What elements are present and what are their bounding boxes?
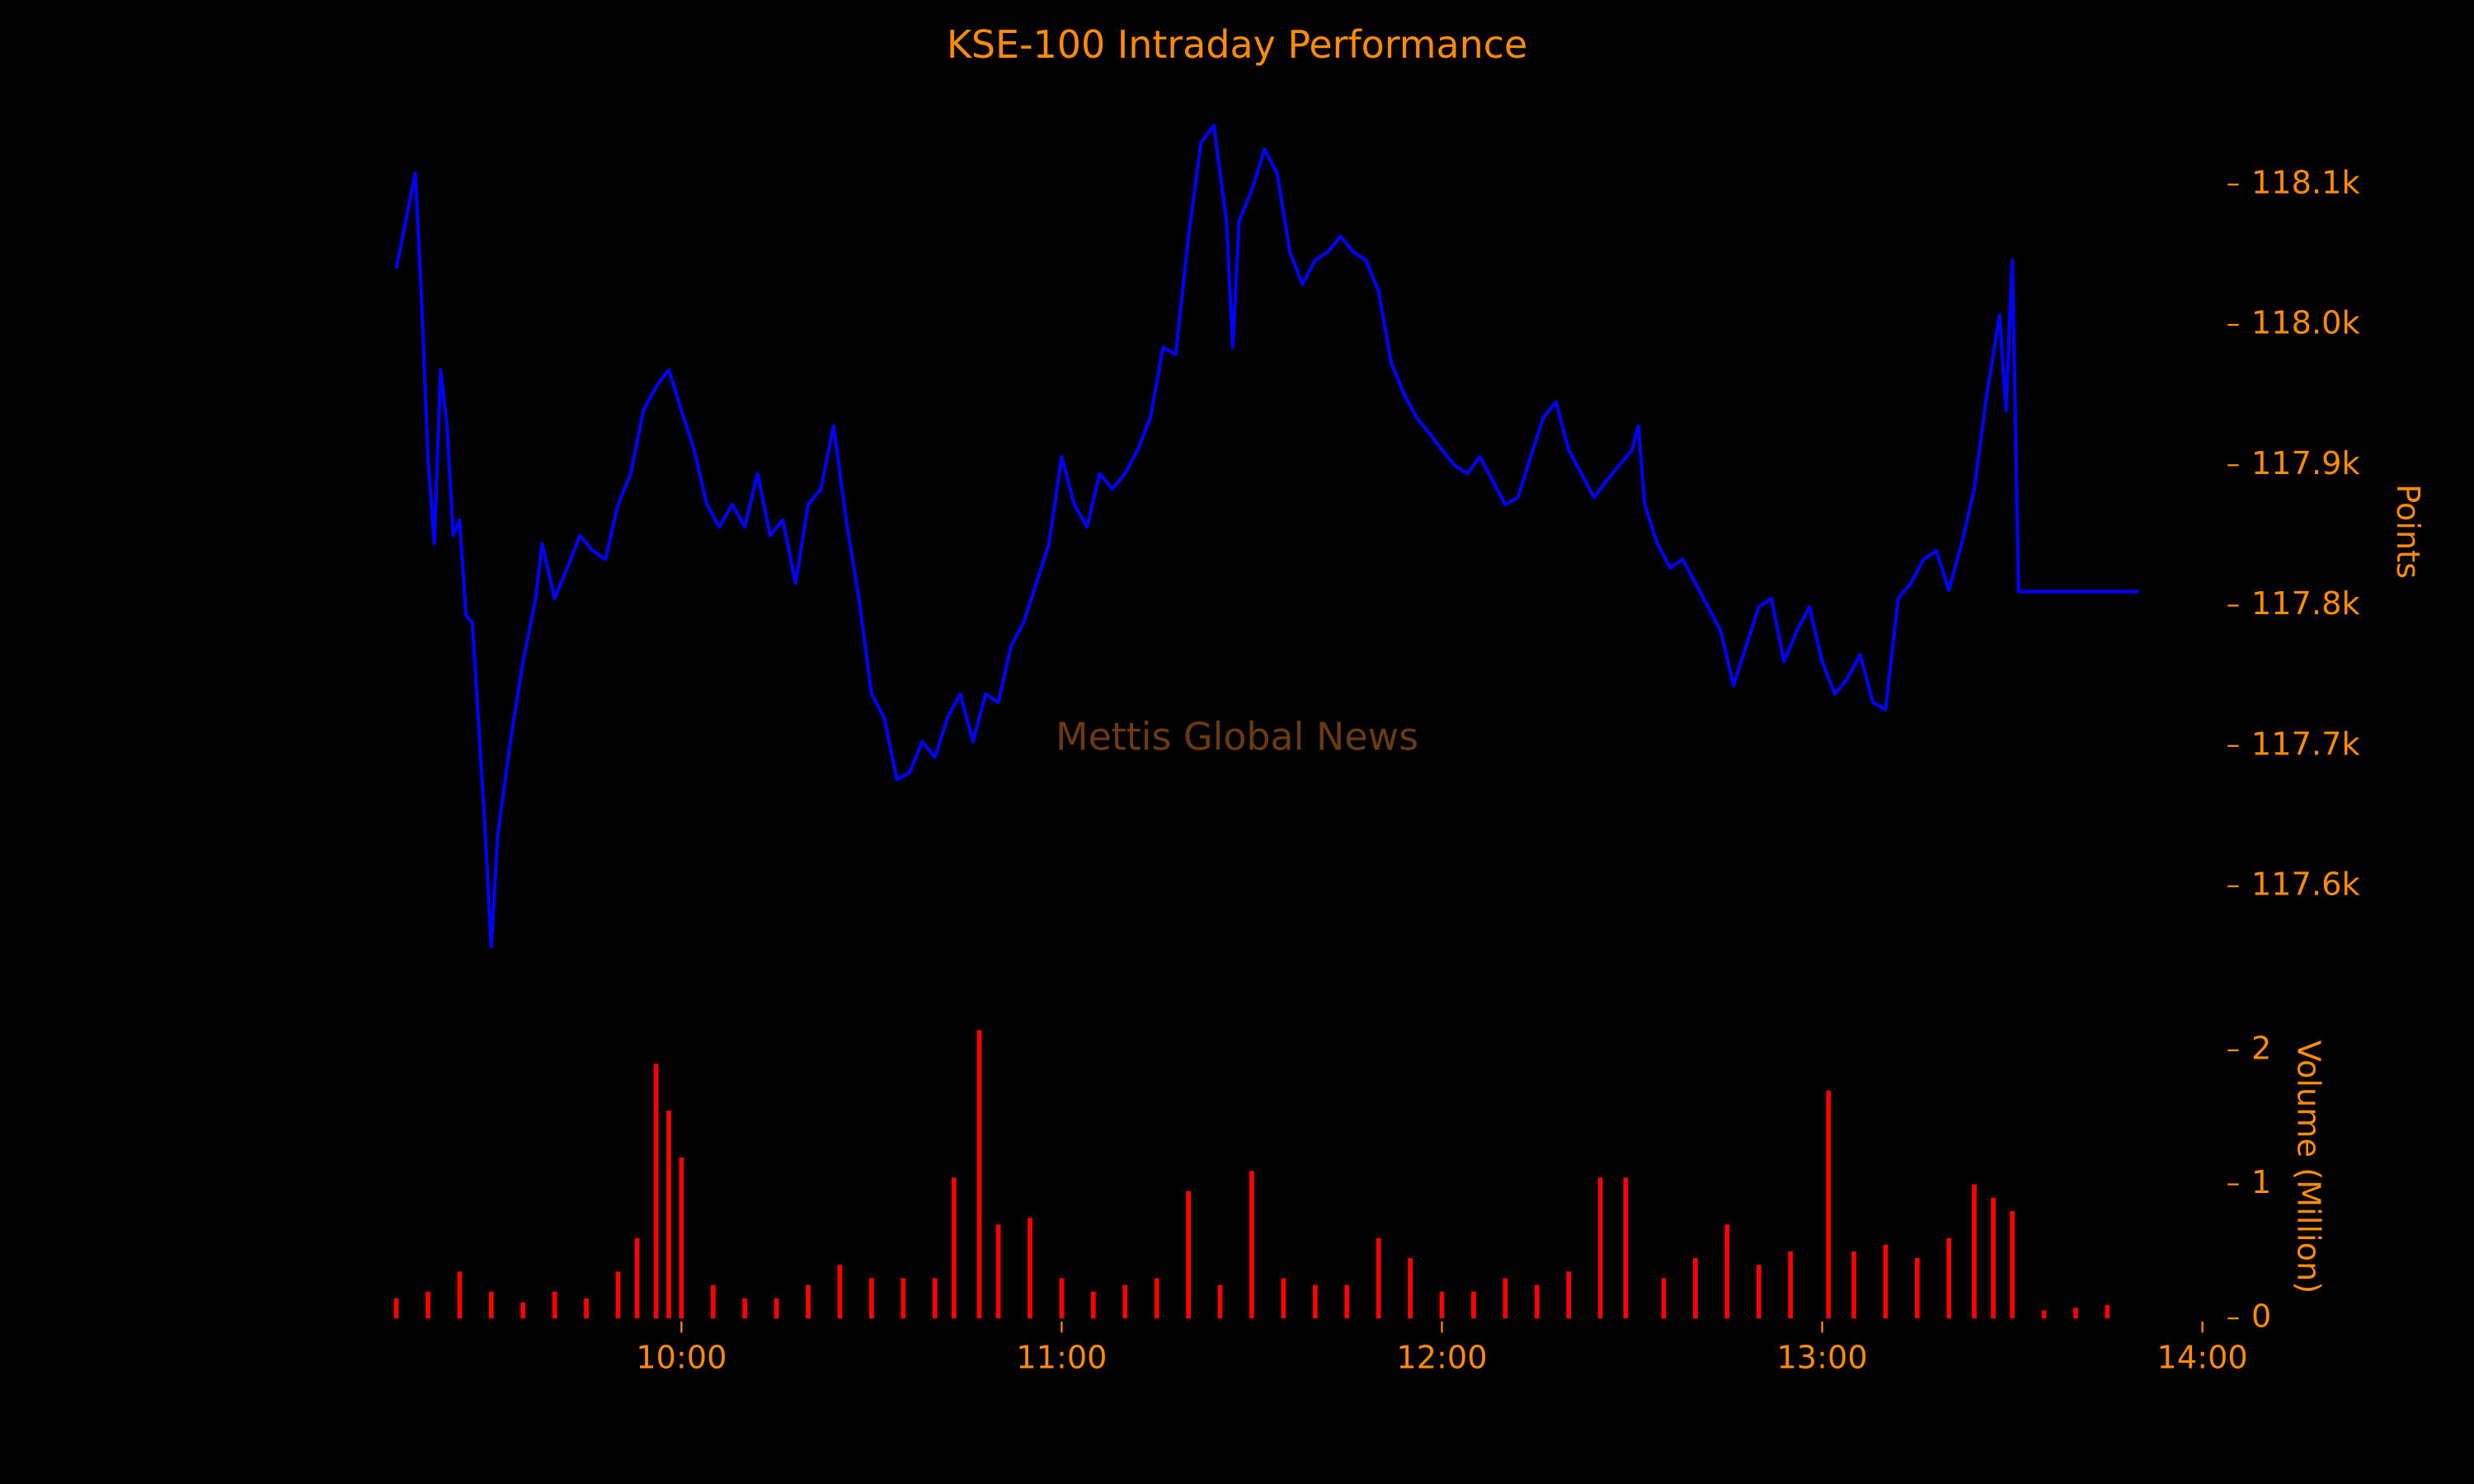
volume-bar [1724, 1224, 1730, 1319]
x-tick-label: 10:00 [636, 1339, 727, 1376]
volume-bar [1312, 1284, 1318, 1319]
volume-bar [393, 1298, 399, 1319]
volume-axis-label: Volume (Million) [2289, 1040, 2326, 1294]
volume-bar [901, 1278, 906, 1319]
volume-bar [679, 1158, 684, 1319]
y-tick-label: 118.1k [2251, 164, 2361, 201]
volume-bar [1217, 1284, 1223, 1319]
volume-bar [1249, 1171, 1254, 1319]
volume-bar [1756, 1265, 1761, 1319]
volume-bar [1661, 1278, 1667, 1319]
volume-bar [1597, 1177, 1603, 1319]
y-tick-label: 117.6k [2251, 866, 2361, 904]
y-tick-label: 1 [2251, 1164, 2271, 1201]
volume-bar [488, 1291, 494, 1319]
volume-bar [1376, 1237, 1381, 1319]
volume-bar [1281, 1278, 1286, 1319]
y-tick-label: 0 [2251, 1298, 2271, 1336]
chart-title: KSE-100 Intraday Performance [947, 22, 1527, 67]
volume-bar [1623, 1177, 1629, 1319]
volume-bar [426, 1291, 430, 1319]
volume-bar [774, 1298, 779, 1319]
volume-bar [1914, 1257, 1920, 1319]
volume-bar [1693, 1257, 1698, 1319]
y-tick-label: 2 [2251, 1030, 2271, 1067]
volume-bar [634, 1237, 640, 1319]
volume-bar [1154, 1278, 1159, 1319]
volume-bar [1946, 1237, 1952, 1319]
volume-bar [1883, 1244, 1888, 1319]
volume-bar [1972, 1184, 1977, 1319]
volume-bar [806, 1284, 811, 1319]
volume-bar [1090, 1291, 1096, 1319]
volume-bar [584, 1298, 589, 1319]
volume-bar [457, 1271, 463, 1319]
y-tick-label: 117.9k [2251, 445, 2361, 482]
volume-bar [552, 1291, 557, 1319]
volume-bar [1503, 1278, 1508, 1319]
x-tick-label: 14:00 [2157, 1339, 2248, 1376]
volume-bar [653, 1064, 659, 1319]
y-tick-label: 117.8k [2251, 585, 2361, 622]
x-tick-label: 13:00 [1776, 1339, 1867, 1376]
watermark: Mettis Global News [1056, 715, 1418, 759]
volume-bar [1566, 1271, 1572, 1319]
y-tick-label: 117.7k [2251, 726, 2361, 763]
volume-bar [1028, 1218, 1032, 1319]
volume-bar [932, 1278, 938, 1319]
volume-bar [666, 1111, 671, 1319]
volume-bar [2010, 1211, 2015, 1319]
volume-bar [1186, 1190, 1191, 1319]
volume-bar [995, 1224, 1001, 1319]
volume-bar [2073, 1308, 2078, 1319]
volume-bar [1534, 1284, 1540, 1319]
volume-bar [1344, 1284, 1350, 1319]
volume-bar [1991, 1197, 1996, 1319]
volume-bar [837, 1265, 843, 1319]
volume-bar [869, 1278, 874, 1319]
volume-bar [615, 1271, 621, 1319]
volume-bar [976, 1030, 982, 1319]
volume-bar [1122, 1284, 1128, 1319]
volume-bar [1826, 1090, 1832, 1319]
volume-bar [520, 1302, 526, 1319]
volume-bar [2041, 1310, 2047, 1319]
volume-bar [2105, 1304, 2110, 1319]
x-tick-label: 11:00 [1016, 1339, 1107, 1376]
volume-bar [1471, 1291, 1476, 1319]
volume-bar [1408, 1257, 1413, 1319]
y-tick-label: 118.0k [2251, 305, 2361, 342]
volume-bar [710, 1284, 716, 1319]
y-axis-label: Points [2389, 484, 2426, 579]
volume-bar [951, 1177, 957, 1319]
volume-bar [1851, 1251, 1856, 1319]
volume-bar [742, 1298, 748, 1319]
price-line [394, 124, 2139, 949]
volume-bar [1439, 1291, 1445, 1319]
x-tick-label: 12:00 [1396, 1339, 1487, 1376]
volume-bar [1059, 1278, 1065, 1319]
volume-bar [1788, 1251, 1794, 1319]
